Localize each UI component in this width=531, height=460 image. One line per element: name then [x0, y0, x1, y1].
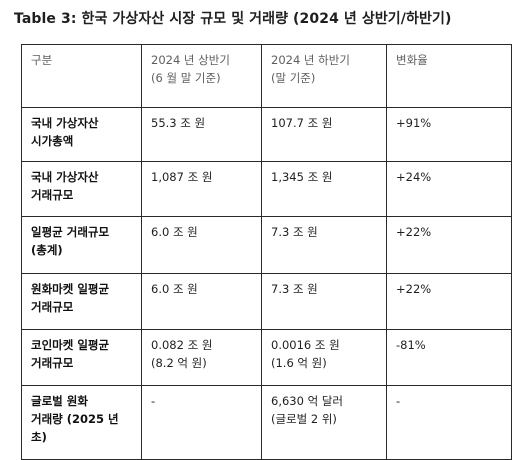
header-second-half: 2024 년 하반기 (말 기준): [261, 44, 387, 108]
table-header-row: 구분 2024 년 상반기 (6 월 말 기준) 2024 년 하반기 (말 기…: [21, 44, 512, 108]
table-caption: Table 3: 한국 가상자산 시장 규모 및 거래량 (2024 년 상반기…: [14, 11, 452, 27]
header-change-rate: 변화율: [386, 44, 512, 108]
first-half-value: -: [141, 385, 262, 460]
row-label: 국내 가상자산 시가총액: [21, 107, 142, 162]
second-half-value: 7.3 조 원: [261, 273, 387, 330]
first-half-value: 0.082 조 원 (8.2 억 원): [141, 329, 262, 386]
table-row: 코인마켓 일평균 거래규모 0.082 조 원 (8.2 억 원) 0.0016…: [21, 329, 512, 386]
second-half-value: 0.0016 조 원 (1.6 억 원): [261, 329, 387, 386]
second-half-value: 6,630 억 달러 (글로벌 2 위): [261, 385, 387, 460]
row-label: 원화마켓 일평균 거래규모: [21, 273, 142, 330]
table-row: 국내 가상자산 거래규모 1,087 조 원 1,345 조 원 +24%: [21, 161, 512, 217]
row-label: 국내 가상자산 거래규모: [21, 161, 142, 217]
table-row: 원화마켓 일평균 거래규모 6.0 조 원 7.3 조 원 +22%: [21, 273, 512, 330]
change-rate-value: +22%: [386, 216, 512, 274]
change-rate-value: +91%: [386, 107, 512, 162]
table-row: 글로벌 원화 거래량 (2025 년 초) - 6,630 억 달러 (글로벌 …: [21, 385, 512, 460]
change-rate-value: +24%: [386, 161, 512, 217]
table-row: 일평균 거래규모 (총계) 6.0 조 원 7.3 조 원 +22%: [21, 216, 512, 274]
table-row: 국내 가상자산 시가총액 55.3 조 원 107.7 조 원 +91%: [21, 107, 512, 162]
row-label: 글로벌 원화 거래량 (2025 년 초): [21, 385, 142, 460]
change-rate-value: -: [386, 385, 512, 460]
first-half-value: 6.0 조 원: [141, 216, 262, 274]
second-half-value: 1,345 조 원: [261, 161, 387, 217]
row-label: 일평균 거래규모 (총계): [21, 216, 142, 274]
market-size-table: 구분 2024 년 상반기 (6 월 말 기준) 2024 년 하반기 (말 기…: [21, 44, 512, 460]
first-half-value: 6.0 조 원: [141, 273, 262, 330]
row-label: 코인마켓 일평균 거래규모: [21, 329, 142, 386]
change-rate-value: +22%: [386, 273, 512, 330]
first-half-value: 1,087 조 원: [141, 161, 262, 217]
second-half-value: 107.7 조 원: [261, 107, 387, 162]
second-half-value: 7.3 조 원: [261, 216, 387, 274]
change-rate-value: -81%: [386, 329, 512, 386]
header-first-half: 2024 년 상반기 (6 월 말 기준): [141, 44, 262, 108]
header-category: 구분: [21, 44, 142, 108]
first-half-value: 55.3 조 원: [141, 107, 262, 162]
